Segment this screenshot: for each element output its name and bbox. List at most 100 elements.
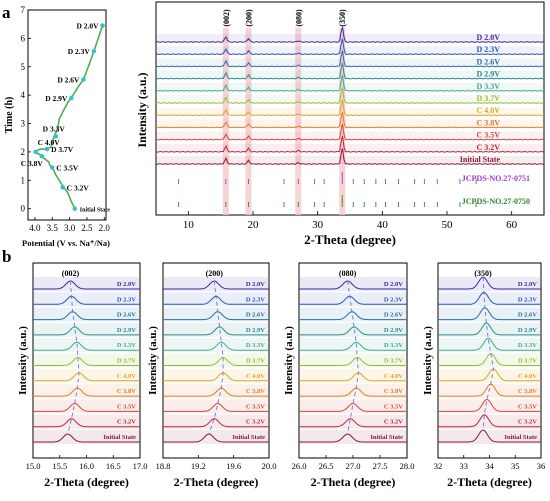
xrd-trace bbox=[156, 75, 545, 92]
xrd-full-ylabel: Intensity (a.u.) bbox=[135, 72, 149, 147]
xrd-trace bbox=[155, 99, 545, 117]
trace-band bbox=[439, 277, 540, 291]
trace-band bbox=[164, 414, 268, 429]
time-point-label: D 2.9V bbox=[45, 94, 68, 103]
time-point bbox=[60, 185, 65, 190]
xtick-label: 40 bbox=[377, 219, 389, 231]
zoom-series-label: D 2.0V bbox=[117, 281, 136, 288]
ytick-label: 1 bbox=[21, 175, 26, 185]
zoom-series-label: Initial State bbox=[370, 434, 403, 441]
peak-shift-guide bbox=[208, 280, 224, 435]
peak-shift-guide bbox=[67, 280, 80, 435]
xtick-label: 27.5 bbox=[373, 461, 388, 471]
peak-highlight bbox=[295, 28, 302, 215]
zoom-series-label: C 3.8V bbox=[246, 388, 265, 395]
time-point bbox=[53, 133, 59, 139]
trace-band bbox=[34, 368, 139, 383]
time-point bbox=[49, 165, 55, 170]
trace-band bbox=[300, 368, 406, 383]
trace-band bbox=[164, 277, 268, 291]
xtick-label: 10 bbox=[183, 219, 195, 231]
trace-band bbox=[439, 414, 540, 429]
xrd-series-label: D 2.6V bbox=[476, 57, 500, 66]
zoom-trace bbox=[33, 357, 140, 366]
trace-band bbox=[157, 131, 543, 140]
trace-band bbox=[439, 384, 540, 399]
zoom-series-label: D 2.6V bbox=[246, 312, 265, 319]
trace-band bbox=[34, 307, 139, 322]
time-point bbox=[91, 48, 97, 54]
peak-label: (350) bbox=[338, 9, 347, 27]
trace-band bbox=[164, 384, 268, 399]
time-point-label: C 3.8V bbox=[21, 159, 44, 168]
xtick-label: 27.0 bbox=[346, 461, 361, 471]
trace-band bbox=[157, 70, 543, 79]
zoom-080-chart: D 2.0V D 2.3V D 2.6V D 2.9V D 3.3V D 3.7V C 4.… bbox=[283, 262, 414, 489]
xtick-label: 4.0 bbox=[29, 223, 41, 233]
ytick-label: 6 bbox=[21, 33, 26, 43]
zoom-series-label: D 2.3V bbox=[518, 296, 537, 303]
zoom-trace bbox=[299, 311, 407, 321]
zoom-350-chart: D 2.0V D 2.3V D 2.6V D 2.9V D 3.3V D 3.7V C 4.… bbox=[422, 262, 545, 489]
zoom-series-label: D 3.3V bbox=[117, 342, 136, 349]
zoom-trace bbox=[299, 326, 407, 336]
xtick-label: 15.5 bbox=[52, 461, 67, 471]
zoom-peak-label: (350) bbox=[474, 269, 492, 278]
xrd-trace bbox=[155, 50, 545, 68]
zoom-series-label: D 3.7V bbox=[384, 358, 403, 365]
zoom-series-label: D 2.6V bbox=[518, 312, 537, 319]
zoom-series-label: C 3.8V bbox=[117, 388, 136, 395]
zoom-series-label: D 2.9V bbox=[246, 327, 265, 334]
zoom-series-label: C 3.5V bbox=[246, 403, 265, 410]
zoom-peak-label: (002) bbox=[62, 269, 80, 278]
time-potential-ylabel: Time (h) bbox=[4, 97, 15, 134]
trace-band bbox=[439, 353, 540, 368]
zoom-series-label: D 2.6V bbox=[117, 312, 136, 319]
trace-band bbox=[157, 156, 543, 164]
zoom-series-label: C 4.0V bbox=[246, 373, 265, 380]
trace-band bbox=[300, 307, 406, 322]
xrd-trace bbox=[155, 26, 545, 43]
xrd-series-label: C 3.8V bbox=[476, 118, 500, 127]
zoom-trace bbox=[438, 322, 541, 336]
zoom-trace bbox=[438, 291, 541, 305]
zoom-series-label: Initial State bbox=[504, 434, 537, 441]
zoom-trace bbox=[299, 418, 407, 428]
xrd-series-label: C 3.2V bbox=[476, 143, 500, 152]
trace-band bbox=[164, 307, 268, 322]
zoom-ylabel: Intensity (a.u.) bbox=[283, 326, 295, 395]
trace-band bbox=[439, 307, 540, 322]
xrd-trace bbox=[155, 62, 545, 80]
xrd-series-label: D 2.3V bbox=[476, 45, 500, 54]
zoom-series-label: C 3.2V bbox=[117, 419, 136, 426]
zoom-trace bbox=[163, 433, 269, 443]
zoom-trace bbox=[163, 372, 269, 382]
zoom-trace bbox=[299, 387, 407, 397]
zoom-trace bbox=[299, 280, 407, 290]
trace-band bbox=[164, 368, 268, 383]
zoom-trace bbox=[438, 276, 541, 290]
trace-band bbox=[34, 414, 139, 429]
xtick-label: 3.0 bbox=[64, 223, 76, 233]
zoom-trace bbox=[163, 326, 269, 336]
zoom-series-label: D 2.3V bbox=[246, 296, 265, 303]
ytick-label: 4 bbox=[21, 90, 26, 100]
xrd-series-label: C 3.5V bbox=[476, 131, 500, 140]
trace-band bbox=[34, 399, 139, 414]
trace-band bbox=[300, 430, 406, 444]
time-point-label: D 2.0V bbox=[76, 22, 99, 31]
trace-band bbox=[300, 277, 406, 291]
zoom-trace bbox=[163, 387, 269, 397]
xtick-label: 26.0 bbox=[292, 461, 307, 471]
zoom-series-label: C 4.0V bbox=[518, 373, 537, 380]
time-point bbox=[81, 77, 86, 82]
xrd-series-label: Initial State bbox=[460, 155, 501, 164]
zoom-trace bbox=[33, 387, 140, 397]
trace-band bbox=[300, 338, 406, 353]
zoom-series-label: D 2.0V bbox=[384, 281, 403, 288]
zoom-series-label: D 2.6V bbox=[384, 312, 403, 319]
xrd-series-label: D 3.7V bbox=[476, 94, 500, 103]
trace-band bbox=[164, 292, 268, 307]
zoom-series-label: D 2.9V bbox=[518, 327, 537, 334]
